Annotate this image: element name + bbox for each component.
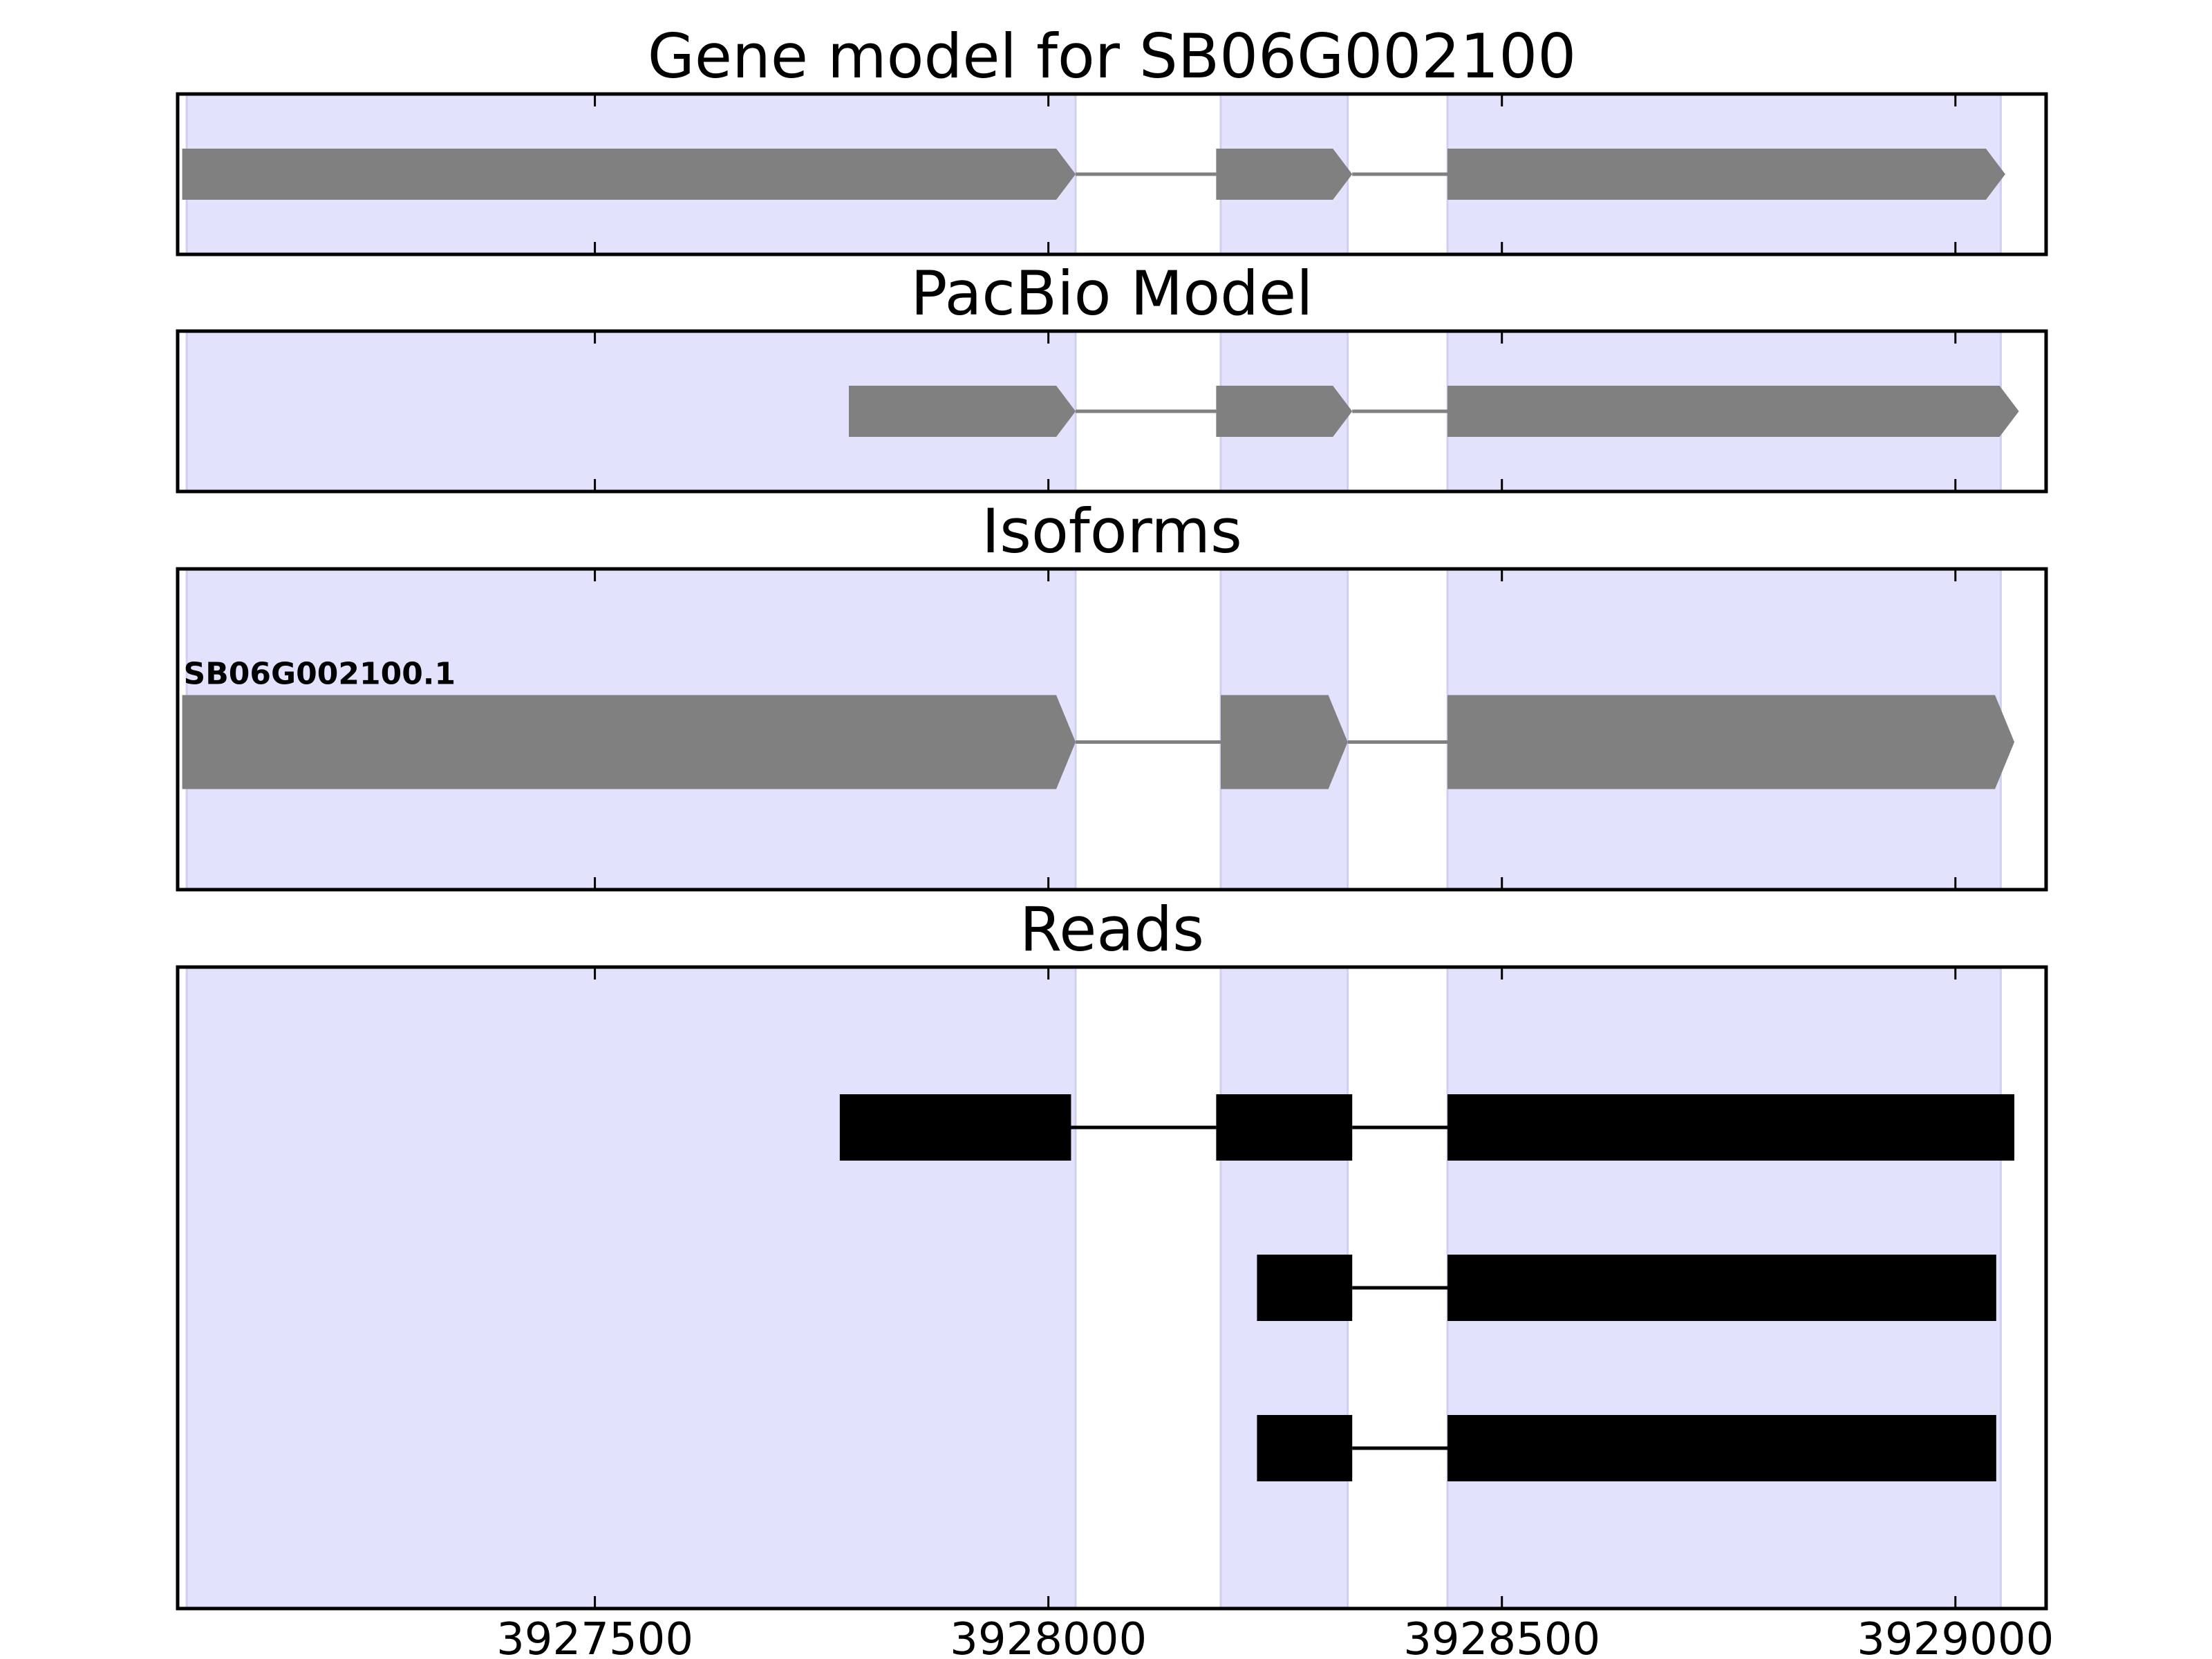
read-track: [1257, 1255, 1996, 1321]
read-block: [1257, 1415, 1353, 1481]
exon-arrow: [182, 149, 1076, 200]
exon-arrow: [1216, 386, 1353, 437]
read-block: [1447, 1255, 1996, 1321]
transcript-track: [848, 386, 2019, 437]
transcript-track: [182, 149, 2005, 200]
panel-2: PacBio Model: [176, 258, 2048, 494]
exon-arrow: [1220, 695, 1348, 789]
exon-arrow: [1447, 386, 2019, 437]
exon-arrow: [1447, 149, 2005, 200]
exon-highlight-band: [185, 966, 1077, 1610]
exon-arrow: [182, 695, 1076, 789]
panel-1: Gene model for SB06G002100: [176, 21, 2048, 256]
panel-title: Reads: [1020, 894, 1204, 965]
exon-arrow: [1447, 695, 2015, 789]
panel-title: Gene model for SB06G002100: [648, 21, 1577, 92]
x-tick-label: 3927500: [496, 1614, 693, 1659]
transcript-track: SB06G002100.1: [182, 657, 2015, 789]
isoform-label: SB06G002100.1: [184, 657, 456, 692]
read-block: [839, 1094, 1071, 1161]
read-block: [1216, 1094, 1353, 1161]
panel-frame: [176, 92, 2048, 256]
panel-title: PacBio Model: [910, 258, 1313, 329]
x-tick-label: 3928000: [950, 1614, 1147, 1659]
x-tick-label: 3928500: [1403, 1614, 1600, 1659]
exon-arrow: [1216, 149, 1353, 200]
read-block: [1447, 1094, 2015, 1161]
read-block: [1257, 1255, 1353, 1321]
read-block: [1447, 1415, 1996, 1481]
panel-3: Isoforms SB06G002100.1: [176, 496, 2048, 892]
x-tick-label: 3929000: [1857, 1614, 2054, 1659]
panel-frame: [176, 329, 2048, 494]
panel-4: Reads: [176, 894, 2048, 1611]
panel-frame: [176, 567, 2048, 892]
read-track: [1257, 1415, 1996, 1481]
panel-frame: [176, 965, 2048, 1611]
panel-title: Isoforms: [982, 496, 1242, 567]
exon-arrow: [848, 386, 1076, 437]
read-track: [839, 1094, 2015, 1161]
